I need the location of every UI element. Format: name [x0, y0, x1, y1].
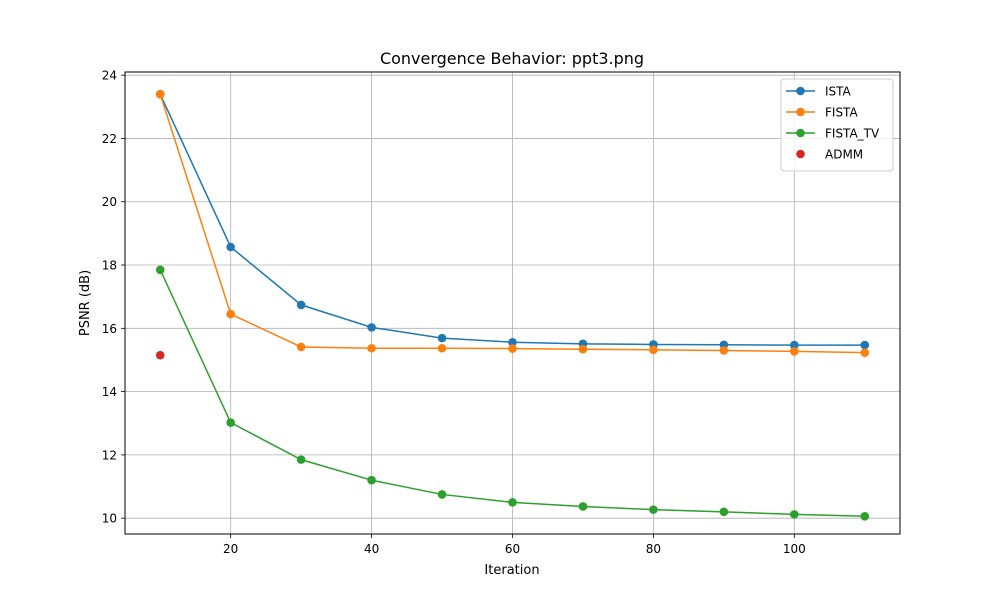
data-point-fista-tv	[226, 418, 235, 427]
y-tick-label: 20	[102, 195, 117, 209]
grid	[125, 72, 900, 534]
y-tick-label: 10	[102, 512, 117, 526]
data-point-fista	[719, 346, 729, 355]
data-point-fista-tv	[719, 507, 729, 517]
y-tick-label: 18	[102, 259, 117, 273]
legend-entry-ista: ISTA	[786, 85, 852, 99]
data-point-fista-tv	[649, 505, 658, 514]
legend-marker	[796, 107, 805, 117]
series-layer	[155, 89, 870, 521]
y-tick-label: 24	[102, 69, 117, 83]
y-axis: 10 12 14 16 18 20 22 24	[102, 69, 125, 526]
data-point-ista	[790, 340, 799, 350]
legend-label: FISTA_TV	[825, 127, 880, 141]
data-point-fista	[790, 347, 799, 356]
legend-marker	[796, 86, 805, 96]
data-point-fista	[437, 343, 447, 353]
legend-entry-admm: ADMM	[796, 148, 863, 162]
data-point-fista-tv	[578, 502, 588, 511]
data-point-fista-tv	[367, 475, 376, 485]
chart-title: Convergence Behavior: ppt3.png	[380, 49, 644, 68]
data-point-fista-tv	[790, 510, 799, 519]
data-point-fista-tv	[860, 511, 870, 521]
x-tick-label: 100	[783, 542, 806, 556]
x-tick-label: 20	[223, 542, 238, 556]
y-tick-label: 12	[102, 448, 117, 462]
series-fista	[155, 89, 870, 357]
data-point-fista-tv	[155, 265, 165, 275]
x-tick-label: 80	[646, 542, 661, 556]
data-point-ista	[226, 242, 235, 252]
y-axis-label: PSNR (dB)	[78, 270, 93, 336]
data-point-ista	[860, 340, 870, 350]
data-point-ista	[508, 337, 517, 347]
legend-entry-fista: FISTA	[786, 106, 858, 120]
data-point-fista	[226, 309, 235, 319]
y-tick-label: 14	[102, 385, 117, 399]
data-point-fista-tv	[296, 455, 306, 464]
series-admm	[155, 350, 165, 360]
data-point-ista	[367, 323, 376, 332]
data-point-fista-tv	[508, 498, 517, 507]
data-point-fista	[578, 344, 588, 354]
data-point-fista	[296, 342, 306, 352]
x-axis: 20 40 60 80 100	[223, 534, 806, 556]
series-fista-tv	[155, 265, 870, 521]
legend-label: ADMM	[825, 148, 863, 162]
data-point-fista-tv	[437, 490, 447, 499]
data-point-fista	[367, 343, 376, 353]
data-point-fista	[508, 344, 517, 353]
data-point-ista	[296, 300, 306, 310]
data-point-fista	[649, 345, 658, 355]
legend-box	[780, 78, 894, 172]
y-tick-label: 16	[102, 322, 117, 336]
legend-label: ISTA	[825, 85, 852, 99]
data-point-ista	[437, 333, 447, 343]
legend-marker	[796, 149, 805, 159]
x-tick-label: 60	[505, 542, 520, 556]
data-point-admm	[155, 350, 165, 360]
legend: ISTA FISTA FISTA_TV ADMM	[780, 78, 894, 172]
y-tick-label: 22	[102, 132, 117, 146]
legend-label: FISTA	[825, 106, 858, 120]
x-tick-label: 40	[364, 542, 379, 556]
x-axis-label: Iteration	[484, 563, 539, 578]
data-point-fista	[155, 89, 165, 99]
legend-marker	[796, 128, 805, 138]
data-point-fista	[860, 348, 870, 357]
legend-entry-fista-tv: FISTA_TV	[786, 127, 880, 141]
